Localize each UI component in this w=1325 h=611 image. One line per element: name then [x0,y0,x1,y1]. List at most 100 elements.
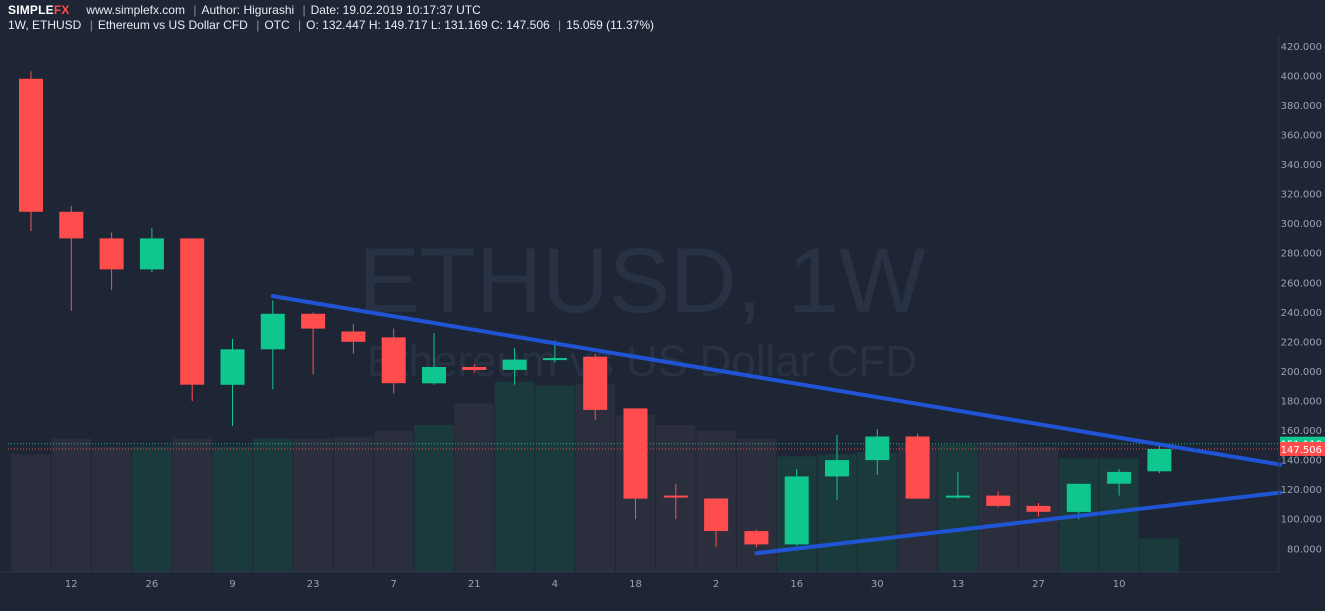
volume-bar [535,385,575,572]
y-tick-label: 320.000 [1281,190,1322,201]
ohlc-values: O: 132.447 H: 149.717 L: 131.169 C: 147.… [306,18,550,32]
watermark-symbol: ETHUSD, 1W [358,230,926,332]
price-lines [8,443,1279,450]
volume-bar [11,454,51,572]
candle-body [623,408,648,499]
x-tick-label: 10 [1113,579,1126,590]
candle [220,338,245,427]
price-axis: 80.000 100.000 120.000 140.000 160.000 180.00… [1281,42,1322,555]
date-label: Date: 19.02.2019 10:17:37 UTC [310,3,481,17]
candle-body [381,337,406,384]
candle [583,353,608,421]
candle [825,435,849,500]
x-tick-label: 21 [468,579,481,590]
market-label: OTC [264,18,290,32]
volume-bar [253,438,293,572]
author-label: Author: Higurashi [201,3,295,17]
instrument-name: Ethereum vs US Dollar CFD [97,18,248,32]
watermark-description: Ethereum vs US Dollar CFD [367,337,917,386]
change-value: 15.059 (11.37%) [566,18,654,32]
candle-body [744,531,769,545]
candle-body [139,238,164,270]
candle [865,429,890,475]
volume-bar [414,425,454,572]
volume-bar [1139,538,1179,572]
candle-body [59,211,84,239]
candle-body [583,356,608,410]
candle-body [945,495,970,498]
candle [301,312,326,375]
candle-body [1107,471,1132,484]
candle-body [99,238,124,270]
candle [99,232,124,291]
x-tick-label: 12 [65,579,78,590]
x-tick-label: 26 [146,579,159,590]
x-tick-label: 27 [1032,579,1045,590]
candle-body [462,367,487,370]
y-tick-label: 180.000 [1281,397,1322,408]
volume-bar [374,430,414,572]
trendlines [270,294,1283,556]
candle [139,228,164,273]
candle [1066,483,1091,520]
y-tick-label: 280.000 [1281,249,1322,260]
candle [663,483,688,520]
candle [422,333,446,385]
candle-body [663,495,688,498]
candle-body [825,460,849,477]
candle [744,529,769,548]
y-tick-label: 140.000 [1281,456,1322,467]
candle [381,328,406,394]
candle-body [301,313,326,329]
y-tick-label: 80.000 [1287,544,1322,555]
candle-body [220,349,245,385]
interval-symbol: 1W, ETHUSD [8,18,82,32]
price-labels: 151.118147.506 [1280,436,1325,456]
candle [180,238,205,401]
x-tick-label: 9 [229,579,235,590]
y-tick-label: 260.000 [1281,278,1322,289]
candle-body [986,495,1011,506]
candle-body [1066,483,1091,512]
candle [945,471,970,499]
price-label: 147.506 [1280,442,1325,456]
y-tick-label: 240.000 [1281,308,1322,319]
volume-bar [212,446,253,572]
candle [1107,469,1132,496]
candle [905,433,930,499]
x-tick-label: 16 [790,579,803,590]
candle-body [502,359,527,370]
candle-body [784,476,809,545]
y-tick-label: 220.000 [1281,337,1322,348]
x-tick-label: 4 [552,579,558,590]
svg-text:147.506: 147.506 [1281,445,1322,456]
volume-bar [494,381,535,572]
candle [704,498,729,548]
simplefx-logo: SIMPLEFX [8,3,70,17]
candle [1147,445,1172,474]
candle [260,300,285,390]
y-tick-label: 200.000 [1281,367,1322,378]
candle [784,469,809,546]
volume-bar [132,446,172,572]
x-tick-label: 30 [871,579,884,590]
volume-bar [293,438,333,572]
candle-body [341,331,366,342]
x-tick-label: 18 [629,579,642,590]
candle-body [180,238,205,385]
y-tick-label: 420.000 [1281,42,1322,53]
x-tick-label: 2 [713,579,719,590]
candle-body [19,78,43,212]
volume-bar [938,444,978,572]
site-url: www.simplefx.com [86,3,185,17]
trendline [270,294,1283,467]
x-tick-label: 13 [952,579,965,590]
y-tick-label: 360.000 [1281,131,1322,142]
volume-bar [454,403,494,572]
time-axis: 12 26 9 23 7 21 4 18 2 16 30 13 27 10 [65,579,1126,590]
candle [59,205,84,311]
volume-bar [172,438,212,572]
candle [623,408,648,520]
candle-body [422,367,446,384]
candle-body [542,358,567,361]
